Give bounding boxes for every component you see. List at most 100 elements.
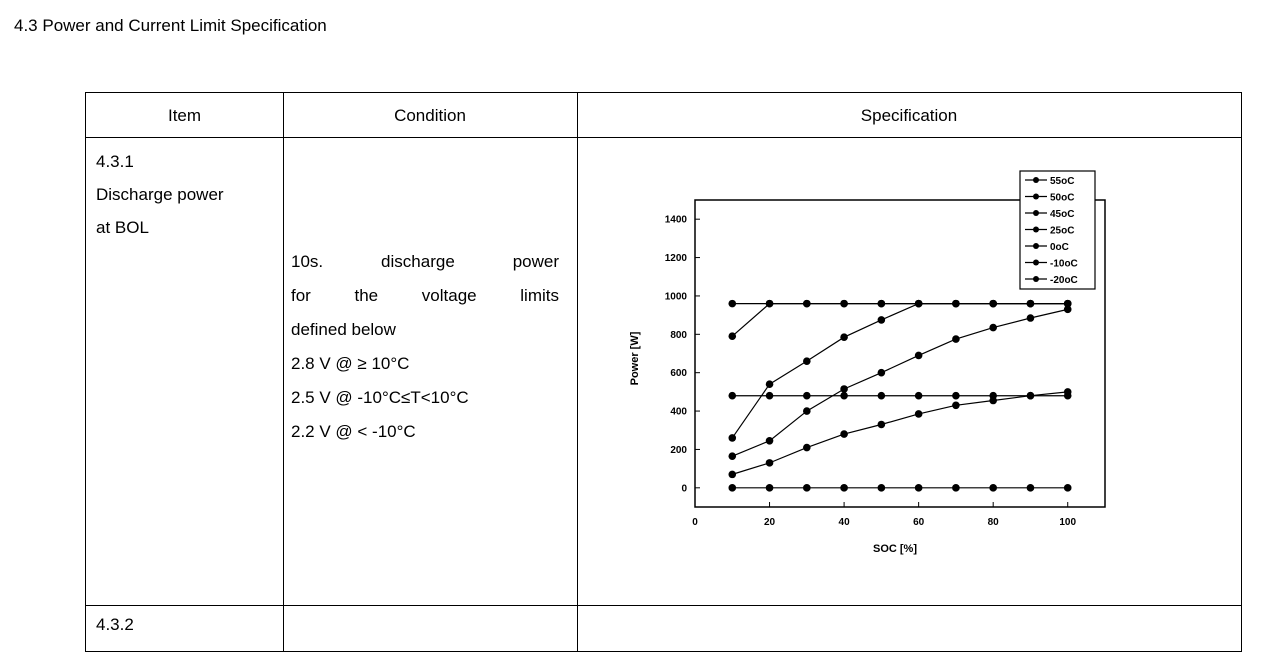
legend-label: 55oC bbox=[1050, 176, 1074, 187]
data-point-45oC bbox=[728, 434, 737, 442]
data-point-55oC bbox=[728, 299, 737, 308]
section-title: 4.3 Power and Current Limit Specificatio… bbox=[14, 16, 327, 35]
condition-line: defined below bbox=[291, 320, 396, 339]
data-point-0oC bbox=[914, 410, 923, 418]
x-tick-label: 0 bbox=[692, 517, 698, 528]
data-point-25oC bbox=[803, 407, 811, 415]
legend-label: 45oC bbox=[1050, 209, 1074, 220]
series-line-50oC bbox=[731, 303, 1068, 337]
data-point--10oC bbox=[952, 391, 960, 400]
x-axis-label: SOC [%] bbox=[873, 543, 917, 555]
y-tick-label: 1200 bbox=[665, 253, 688, 264]
header-specification: Specification bbox=[860, 106, 958, 125]
legend-marker bbox=[1033, 243, 1039, 249]
data-point-0oC bbox=[952, 401, 960, 410]
condition-line: 2.2 V @ < -10°C bbox=[291, 422, 416, 441]
data-point--10oC bbox=[914, 391, 923, 400]
data-point-45oC bbox=[952, 299, 960, 308]
data-point-25oC bbox=[1026, 314, 1035, 322]
data-point--20oC bbox=[728, 484, 737, 492]
data-point-0oC bbox=[877, 420, 886, 429]
data-point--10oC bbox=[1063, 391, 1072, 400]
data-point-25oC bbox=[1063, 305, 1072, 314]
data-point--20oC bbox=[1026, 484, 1035, 492]
data-point--20oC bbox=[989, 484, 997, 492]
data-point--10oC bbox=[877, 391, 886, 400]
x-tick-label: 100 bbox=[1059, 517, 1076, 528]
data-point-45oC bbox=[1063, 299, 1072, 308]
y-tick-label: 600 bbox=[670, 368, 687, 379]
data-point-50oC bbox=[803, 299, 811, 308]
data-point-45oC bbox=[765, 380, 774, 389]
data-point--10oC bbox=[989, 391, 997, 400]
data-point--10oC bbox=[765, 391, 774, 400]
legend-marker bbox=[1033, 177, 1039, 183]
data-point-45oC bbox=[914, 299, 923, 308]
y-tick-label: 0 bbox=[681, 483, 687, 494]
data-point-50oC bbox=[877, 299, 886, 308]
item-label: at BOL bbox=[96, 218, 149, 237]
data-point-0oC bbox=[728, 470, 737, 479]
x-tick-label: 20 bbox=[764, 517, 776, 528]
data-point--20oC bbox=[952, 484, 960, 492]
y-tick-label: 800 bbox=[670, 330, 687, 341]
data-point-45oC bbox=[1026, 299, 1035, 308]
legend-marker bbox=[1033, 276, 1039, 282]
data-point-50oC bbox=[765, 299, 774, 308]
data-point--10oC bbox=[728, 391, 737, 400]
data-point-25oC bbox=[840, 385, 848, 393]
data-point--20oC bbox=[877, 484, 886, 492]
series-line-25oC bbox=[732, 308, 1068, 457]
data-point-25oC bbox=[728, 452, 737, 460]
data-point--10oC bbox=[840, 391, 848, 400]
data-point-0oC bbox=[840, 430, 848, 438]
condition-line: for the voltage limits bbox=[291, 286, 559, 305]
legend-marker bbox=[1033, 226, 1039, 233]
data-point-45oC bbox=[989, 299, 997, 308]
plot-frame bbox=[694, 199, 1106, 508]
data-point-25oC bbox=[914, 351, 923, 360]
condition-cell: 10s. discharge power for the voltage lim… bbox=[291, 245, 559, 449]
data-point--20oC bbox=[765, 484, 774, 492]
data-point--10oC bbox=[803, 391, 811, 400]
data-point-25oC bbox=[877, 368, 886, 377]
series-line-45oC bbox=[731, 303, 1068, 439]
data-point-45oC bbox=[803, 357, 811, 365]
condition-line: 2.5 V @ -10°C≤T<10°C bbox=[291, 388, 469, 407]
item-number: 4.3.1 bbox=[96, 152, 134, 171]
item-label: Discharge power bbox=[96, 185, 224, 204]
data-point-50oC bbox=[728, 332, 737, 341]
x-tick-label: 80 bbox=[988, 517, 1000, 528]
condition-line: 2.8 V @ ≥ 10°C bbox=[291, 354, 410, 373]
header-item: Item bbox=[167, 106, 202, 125]
legend-label: 50oC bbox=[1050, 193, 1074, 204]
data-point--10oC bbox=[1026, 391, 1035, 400]
y-tick-label: 400 bbox=[670, 407, 687, 418]
legend-marker bbox=[1033, 193, 1039, 200]
data-point-45oC bbox=[840, 333, 848, 341]
data-point-0oC bbox=[765, 459, 774, 467]
legend-marker bbox=[1033, 210, 1039, 216]
data-point--20oC bbox=[840, 484, 848, 492]
x-tick-label: 40 bbox=[839, 517, 851, 528]
y-tick-label: 200 bbox=[670, 445, 687, 456]
legend-label: 25oC bbox=[1050, 226, 1074, 237]
y-axis-label: Power [W] bbox=[629, 331, 641, 385]
spec-table: Item Condition Specification 4.3.1 Disch… bbox=[85, 92, 1242, 652]
data-point-0oC bbox=[803, 443, 811, 452]
power-chart: 0 20 40 60 80 1000200400600800100012001400SOC… bbox=[629, 170, 1106, 555]
data-point-25oC bbox=[765, 437, 774, 445]
header-condition: Condition bbox=[394, 106, 466, 125]
legend-label: 0oC bbox=[1050, 242, 1069, 253]
data-point--20oC bbox=[803, 484, 811, 492]
legend-label: -10oC bbox=[1050, 259, 1078, 270]
x-tick-label: 60 bbox=[913, 517, 925, 528]
item-cell: 4.3.1 Discharge power at BOL bbox=[96, 145, 224, 244]
data-point-25oC bbox=[989, 323, 997, 332]
data-point-25oC bbox=[952, 335, 960, 343]
condition-line: 10s. discharge power bbox=[291, 252, 559, 271]
y-tick-label: 1000 bbox=[665, 291, 688, 302]
data-point--20oC bbox=[1063, 484, 1072, 492]
series-line-0oC bbox=[732, 391, 1068, 475]
data-point--20oC bbox=[914, 484, 923, 492]
